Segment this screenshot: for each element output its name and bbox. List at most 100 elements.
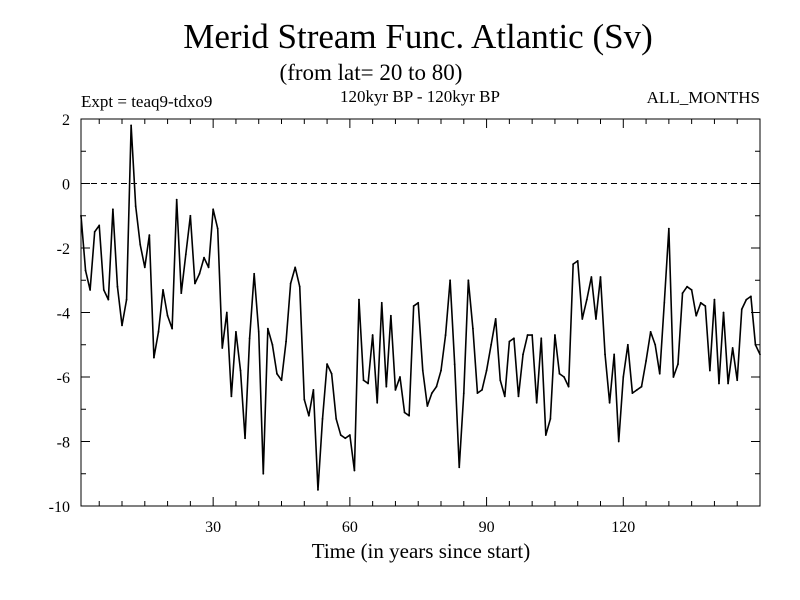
data-point: [649, 330, 652, 333]
data-point: [517, 395, 520, 398]
data-point: [98, 224, 101, 227]
data-point: [358, 298, 360, 301]
data-point: [426, 405, 429, 407]
data-point: [248, 337, 251, 340]
data-point: [440, 369, 442, 372]
data-point: [403, 411, 406, 414]
data-point: [526, 334, 529, 336]
data-point: [567, 385, 570, 388]
data-point: [558, 372, 561, 375]
data-point: [681, 292, 684, 295]
data-point: [704, 305, 707, 307]
data-point: [171, 327, 174, 330]
data-point: [585, 298, 588, 301]
data-point: [563, 376, 565, 378]
plot-frame: [80, 118, 761, 507]
period-label: 120kyr BP - 120kyr BP: [340, 87, 500, 106]
data-point: [394, 389, 397, 391]
data-point: [544, 434, 547, 436]
series-line: [80, 124, 761, 491]
data-point: [490, 343, 493, 346]
data-point: [362, 379, 365, 382]
data-point: [690, 289, 693, 291]
data-point: [399, 376, 401, 378]
data-point: [531, 334, 534, 336]
data-point: [116, 285, 119, 288]
data-point: [549, 418, 552, 420]
x-tick-label: 120: [611, 519, 635, 536]
data-point: [581, 318, 584, 320]
data-point: [590, 276, 593, 278]
data-point: [654, 343, 657, 346]
data-point: [645, 359, 647, 362]
data-point: [554, 334, 556, 336]
data-point: [139, 243, 142, 246]
data-point: [749, 295, 752, 298]
data-point: [326, 363, 328, 365]
data-point: [727, 382, 730, 385]
data-point: [540, 337, 543, 340]
data-point: [389, 314, 392, 317]
data-point: [453, 363, 456, 365]
y-tick-label: 0: [62, 177, 70, 194]
data-point: [599, 276, 602, 278]
data-point: [230, 395, 233, 398]
data-point: [713, 298, 716, 301]
data-point: [740, 308, 743, 311]
data-point: [371, 334, 374, 336]
y-tick-label: -10: [49, 499, 70, 516]
data-point: [102, 289, 105, 291]
data-point: [253, 272, 256, 275]
data-point: [631, 392, 634, 395]
data-point: [321, 418, 324, 420]
data-point: [508, 340, 511, 343]
y-tick-label: 2: [62, 112, 70, 129]
data-point: [672, 376, 675, 378]
data-point: [754, 343, 757, 346]
data-point: [513, 337, 515, 340]
data-point: [130, 124, 133, 127]
y-tick-label: -4: [57, 306, 70, 323]
data-point: [759, 353, 761, 356]
data-point: [235, 330, 237, 333]
data-point: [153, 356, 155, 359]
data-point: [148, 234, 151, 237]
data-point: [367, 382, 369, 385]
data-point: [722, 311, 725, 314]
data-point: [476, 392, 479, 395]
data-point: [307, 414, 310, 417]
data-point: [686, 285, 688, 288]
y-tick-label: -8: [57, 435, 70, 452]
series-points: [80, 124, 761, 491]
data-point: [481, 389, 483, 391]
data-point: [194, 282, 196, 285]
data-point: [84, 269, 87, 272]
x-tick-label: 90: [479, 519, 495, 536]
data-point: [622, 376, 625, 378]
data-point: [166, 314, 169, 317]
data-point: [221, 347, 224, 349]
data-point: [353, 469, 356, 472]
data-point: [595, 318, 597, 320]
data-point: [244, 437, 246, 440]
data-point: [667, 227, 670, 230]
data-point: [430, 392, 433, 395]
data-point: [289, 282, 292, 285]
data-point: [417, 301, 420, 304]
y-tick-label: -6: [57, 370, 70, 387]
data-point: [695, 314, 698, 317]
data-point: [285, 340, 287, 343]
data-point: [212, 208, 215, 211]
data-point: [572, 263, 575, 266]
data-point: [626, 343, 629, 346]
data-point: [535, 401, 538, 404]
data-point: [339, 434, 342, 436]
data-point: [294, 266, 297, 269]
data-point: [216, 227, 219, 230]
data-point: [239, 369, 242, 372]
data-point: [412, 305, 415, 307]
season-label: ALL_MONTHS: [647, 88, 760, 107]
x-tick-label: 30: [205, 519, 221, 536]
data-point: [462, 392, 465, 395]
data-point: [385, 385, 388, 388]
